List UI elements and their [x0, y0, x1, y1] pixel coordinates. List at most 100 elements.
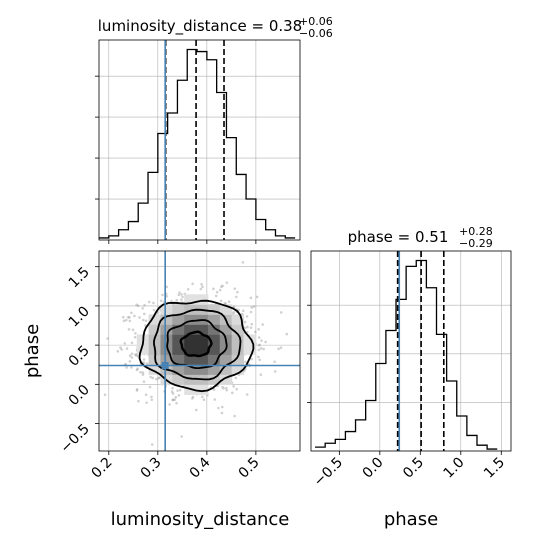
density-cell [219, 304, 233, 315]
density-cell [172, 304, 185, 315]
density-cell [172, 344, 185, 355]
scatter-point [80, 332, 83, 335]
marginal-plot-luminosity-distance: luminosity_distance = 0.38 +0.06 −0.06 [95, 15, 333, 244]
scatter-point [227, 300, 231, 303]
scatter-point [165, 294, 169, 298]
y-tick-label: 0.5 [66, 343, 93, 370]
grid-lines [311, 251, 511, 451]
x-tick-labels: −0.5 0.0 0.5 1.0 1.5 [311, 455, 508, 490]
scatter-point [168, 403, 171, 406]
scatter-point [128, 354, 132, 358]
scatter-point [103, 393, 107, 396]
density-cell [219, 374, 233, 385]
marginal-title-luminosity-distance: luminosity_distance = 0.38 [98, 17, 302, 36]
scatter-point [221, 385, 224, 389]
scatter-point [249, 310, 253, 314]
histogram-phase [315, 259, 498, 450]
scatter-point [236, 290, 239, 294]
density-cell [172, 354, 185, 365]
scatter-point [159, 299, 163, 303]
density-cell [231, 314, 245, 325]
scatter-point [279, 311, 283, 314]
x-axis-label-luminosity-distance: luminosity_distance [111, 509, 290, 530]
scatter-point [180, 435, 184, 438]
density-cell [196, 294, 209, 305]
scatter-point [148, 385, 152, 389]
density-cell [172, 324, 185, 335]
scatter-point [175, 298, 179, 302]
scatter-point [279, 346, 283, 350]
scatter-point [125, 366, 128, 369]
joint-plot: 0.2 0.3 0.4 0.5 −0.5 0.0 0.5 1.0 1.5 luminosity… [22, 250, 301, 530]
density-cell [207, 314, 221, 325]
scatter-point [220, 285, 223, 288]
title-lower-error-phase: −0.29 [459, 237, 493, 250]
marginal-title-phase: phase = 0.51 [348, 228, 449, 246]
scatter-point [151, 376, 155, 380]
scatter-point [235, 387, 239, 391]
scatter-point [200, 283, 203, 286]
scatter-point [233, 414, 236, 418]
scatter-point [173, 398, 177, 401]
density-cell [243, 334, 256, 345]
density-cell [207, 334, 221, 345]
density-cell [207, 364, 221, 375]
scatter-point [199, 287, 203, 291]
scatter-point [245, 393, 249, 396]
tick-marks [95, 266, 257, 455]
scatter-point [119, 346, 122, 349]
density-cell [184, 344, 197, 355]
scatter-point [234, 376, 238, 380]
density-cell [148, 324, 161, 335]
y-tick-labels: −0.5 0.0 0.5 1.0 1.5 [57, 264, 92, 456]
scatter-point [201, 395, 204, 399]
x-tick-label: 0.5 [236, 455, 263, 482]
density-cell [231, 324, 245, 335]
scatter-point [223, 301, 227, 305]
scatter-point [120, 348, 123, 351]
density-cell [231, 364, 245, 375]
density-cell [148, 314, 161, 325]
scatter-point [155, 377, 158, 381]
scatter-point [150, 398, 154, 402]
scatter-point [165, 285, 169, 289]
histogram-luminosity-distance [99, 48, 296, 239]
scatter-point [219, 299, 223, 303]
density-cell [172, 314, 185, 325]
scatter-point [152, 308, 156, 312]
scatter-point [135, 388, 139, 391]
scatter-point [122, 319, 126, 323]
title-lower-error-luminosity-distance: −0.06 [299, 27, 333, 40]
density-cell [243, 344, 256, 355]
scatter-point [214, 294, 218, 298]
scatter-point [222, 387, 225, 390]
scatter-point [257, 344, 261, 347]
scatter-point [138, 316, 141, 319]
scatter-point [144, 393, 148, 397]
scatter-point [218, 288, 222, 292]
density-cell [231, 334, 245, 345]
scatter-point [194, 408, 198, 412]
density-cell [231, 354, 245, 365]
density-cell [207, 324, 221, 335]
scatter-point [277, 347, 280, 351]
density-cell [160, 334, 173, 345]
scatter-point [147, 300, 151, 304]
scatter-point [181, 295, 184, 299]
scatter-point [175, 401, 178, 405]
scatter-point [176, 389, 179, 392]
scatter-point [128, 360, 132, 363]
scatter-point [241, 309, 245, 313]
title-upper-error-luminosity-distance: +0.06 [299, 15, 333, 28]
quantile-lines [396, 251, 445, 451]
scatter-point [243, 326, 247, 330]
scatter-point [143, 312, 146, 316]
scatter-point [128, 316, 131, 319]
density-cell [207, 354, 221, 365]
scatter-point [134, 353, 137, 356]
density-cell [184, 304, 197, 315]
axes-frame [98, 39, 301, 241]
scatter-point [145, 362, 149, 365]
density-cell [160, 304, 173, 315]
density-cell [172, 334, 185, 345]
